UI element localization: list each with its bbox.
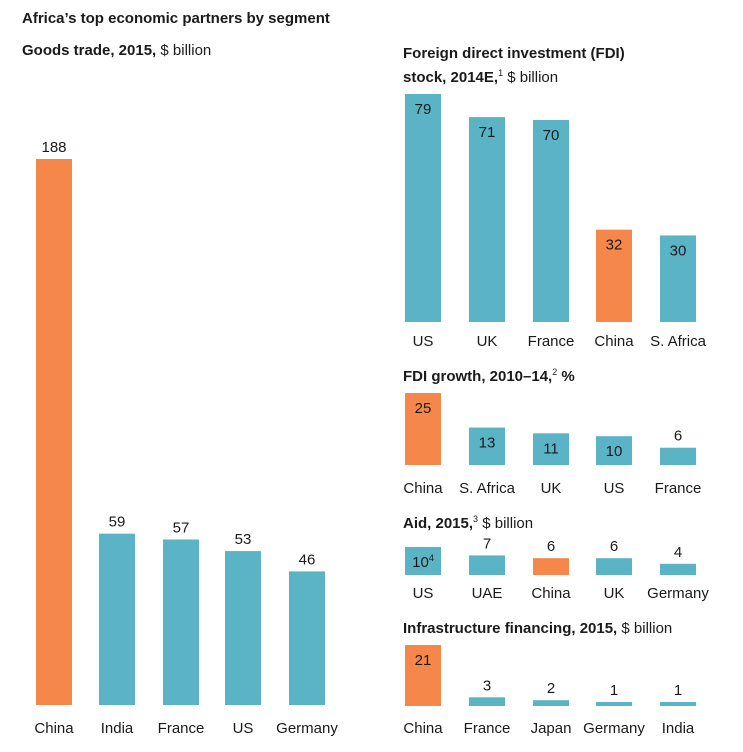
goods-bar-france (163, 539, 199, 705)
infra-category-label-japan: Japan (531, 720, 572, 737)
infra-value-label-france: 3 (483, 677, 491, 694)
fdi-value-label-uk: 71 (479, 124, 496, 141)
goods-bar-india (99, 533, 135, 705)
infra-category-label-china: China (403, 720, 443, 737)
aid-category-label-us: US (413, 585, 434, 602)
fdi-footnote-1: 1 (498, 68, 504, 78)
aid-value-label-china: 6 (547, 538, 555, 555)
infra-bar-china (405, 645, 441, 706)
fdi-category-label-china: China (594, 333, 634, 350)
growth-bar-s-africa (469, 427, 505, 465)
aid-value-label-us: 104 (412, 553, 434, 571)
goods-value-label-france: 57 (173, 519, 190, 536)
growth-category-label-us: US (604, 480, 625, 497)
aid-bar-us (405, 547, 441, 575)
fdi-bar-china (596, 229, 632, 322)
goods-category-label-us: US (233, 720, 254, 737)
infra-value-label-japan: 2 (547, 680, 555, 697)
infrastructure-title-unit: $ billion (617, 620, 673, 637)
aid-category-label-uk: UK (604, 585, 625, 602)
growth-value-label-uk: 11 (543, 440, 559, 457)
goods-trade-title-unit: $ billion (156, 42, 212, 59)
growth-bar-france (660, 447, 696, 465)
infra-bar-germany (596, 702, 632, 706)
growth-value-label-france: 6 (674, 428, 682, 445)
infra-bar-japan (533, 700, 569, 706)
growth-category-label-uk: UK (541, 480, 562, 497)
aid-value-label-uk: 6 (610, 538, 618, 555)
growth-bar-us (596, 436, 632, 465)
aid-bar-uk (596, 558, 632, 575)
growth-value-label-china: 25 (415, 400, 432, 417)
fdi-bar-france (533, 119, 569, 322)
infra-value-label-germany: 1 (610, 682, 618, 699)
infra-bar-india (660, 702, 696, 706)
goods-bar-germany (289, 571, 325, 705)
infra-category-label-france: France (464, 720, 511, 737)
aid-value-label-germany: 4 (674, 544, 682, 561)
growth-category-label-china: China (403, 480, 443, 497)
goods-value-label-germany: 46 (299, 551, 316, 568)
infra-value-label-china: 21 (415, 652, 432, 669)
fdi-value-label-france: 70 (543, 127, 560, 144)
goods-category-label-china: China (34, 720, 74, 737)
aid-category-label-uae: UAE (472, 585, 503, 602)
infra-category-label-india: India (662, 720, 695, 737)
goods-category-label-france: France (158, 720, 205, 737)
goods-trade-title: Goods trade, 2015, $ billion (22, 42, 211, 59)
fdi-bar-uk (469, 117, 505, 322)
aid-bar-china (533, 558, 569, 575)
growth-bar-china (405, 393, 441, 465)
fdi-value-label-s-africa: 30 (670, 242, 687, 259)
fdi-bar-us (405, 94, 441, 322)
main-title: Africa’s top economic partners by segmen… (22, 10, 330, 27)
fdi-growth-footnote-2: 2 (552, 367, 558, 377)
aid-footnote-3: 3 (473, 514, 479, 524)
goods-value-label-china: 188 (41, 139, 66, 156)
infra-value-label-india: 1 (674, 682, 682, 699)
goods-value-label-india: 59 (109, 514, 126, 531)
infra-category-label-germany: Germany (583, 720, 645, 737)
fdi-category-label-uk: UK (477, 333, 498, 350)
fdi-stock-title-unit: $ billion (503, 69, 559, 86)
fdi-stock-title: Foreign direct investment (FDI) stock, 20… (403, 45, 625, 86)
aid-value-label-uae: 7 (483, 535, 491, 552)
growth-value-label-us: 10 (606, 443, 623, 460)
fdi-category-label-france: France (528, 333, 575, 350)
fdi-growth-title-unit: % (557, 368, 575, 385)
aid-category-label-germany: Germany (647, 585, 709, 602)
aid-bar-uae (469, 555, 505, 575)
growth-category-label-s-africa: S. Africa (459, 480, 516, 497)
growth-value-label-s-africa: 13 (479, 435, 496, 452)
growth-bar-uk (533, 433, 569, 465)
fdi-growth-title-bold: FDI growth, 2010–14, (403, 368, 553, 385)
infra-bar-france (469, 697, 505, 706)
goods-trade-title-bold: Goods trade, 2015, (22, 42, 157, 59)
aid-title-bold: Aid, 2015, (403, 515, 474, 532)
goods-bar-china (36, 159, 72, 705)
goods-value-label-us: 53 (235, 531, 252, 548)
fdi-growth-title: FDI growth, 2010–14,2 % (403, 367, 575, 386)
goods-bar-us (225, 551, 261, 705)
fdi-category-label-s-africa: S. Africa (650, 333, 707, 350)
infrastructure-title: Infrastructure financing, 2015, $ billio… (403, 620, 672, 637)
fdi-value-label-us: 79 (415, 101, 432, 118)
aid-title: Aid, 2015,3 $ billion (403, 514, 534, 533)
infrastructure-title-bold: Infrastructure financing, 2015, (403, 620, 618, 637)
fdi-value-label-china: 32 (606, 237, 623, 254)
goods-category-label-germany: Germany (276, 720, 338, 737)
goods-category-label-india: India (101, 720, 134, 737)
fdi-category-label-us: US (413, 333, 434, 350)
fdi-bar-s-africa (660, 235, 696, 322)
aid-bar-germany (660, 563, 696, 575)
aid-title-unit: $ billion (478, 515, 534, 532)
aid-category-label-china: China (531, 585, 571, 602)
growth-category-label-france: France (655, 480, 702, 497)
